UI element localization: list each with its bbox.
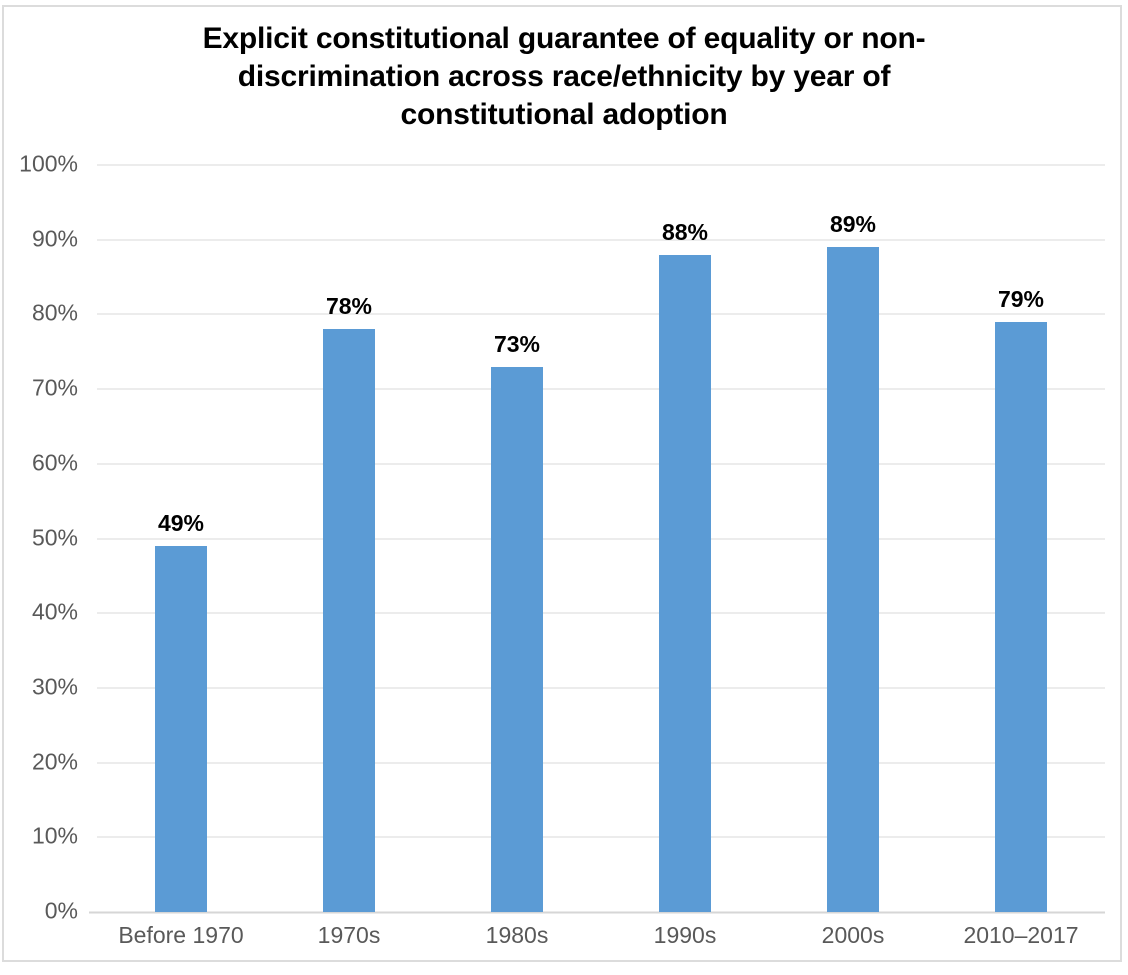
x-axis-labels: Before 1970 1970s 1980s 1990s 2000s 2010–2017 (97, 922, 1105, 954)
bar (827, 247, 879, 912)
y-tick-label: 70% (31, 374, 78, 401)
y-tick-label: 50% (31, 523, 78, 550)
y-axis-labels: 100% 90% 80% 70% 60% 50% 40% 30% 20% 10% 0% (0, 150, 82, 923)
bar-slot: 73% (433, 165, 601, 912)
bar-value-label: 73% (493, 330, 541, 357)
y-tick-label: 90% (31, 225, 78, 252)
bar (995, 321, 1047, 912)
bar-value-label: 89% (829, 211, 877, 238)
gridline (97, 164, 1105, 166)
bar-value-label: 49% (157, 509, 205, 536)
y-tick-label: 20% (31, 748, 78, 775)
x-tick-label: 1990s (653, 922, 717, 948)
bar (659, 254, 711, 912)
x-tick-label: Before 1970 (118, 922, 244, 948)
y-tick-label: 40% (31, 598, 78, 625)
y-tick-label: 10% (31, 822, 78, 849)
bar-slot: 79% (937, 165, 1105, 912)
bar (323, 329, 375, 912)
gridline (97, 463, 1105, 465)
chart-title: Explicit constitutional guarantee of equ… (202, 22, 926, 131)
gridline (97, 313, 1105, 315)
bar (491, 366, 543, 912)
bar-value-label: 88% (661, 218, 709, 245)
bar-slot: 89% (769, 165, 937, 912)
gridline (97, 612, 1105, 614)
bar-value-label: 79% (997, 285, 1045, 312)
gridline (97, 388, 1105, 390)
y-tick-label: 0% (44, 897, 78, 924)
bar (155, 545, 207, 912)
gridline (97, 687, 1105, 689)
bar-value-label: 78% (325, 293, 373, 320)
gridline (97, 239, 1105, 241)
bar-slot: 78% (265, 165, 433, 912)
x-tick-label: 2010–2017 (963, 922, 1079, 948)
gridline (97, 762, 1105, 764)
gridline (97, 836, 1105, 838)
y-tick-label: 30% (31, 673, 78, 700)
y-tick-label: 100% (19, 150, 78, 177)
x-tick-label: 2000s (821, 922, 885, 948)
bar-slot: 49% (97, 165, 265, 912)
plot-area: 49% 78% 73% 88% 89% 79% (89, 164, 1105, 914)
bar-slot: 88% (601, 165, 769, 912)
gridline (97, 538, 1105, 539)
y-tick-label: 60% (31, 449, 78, 476)
y-tick-label: 80% (31, 299, 78, 326)
x-axis-line (89, 911, 1105, 914)
x-tick-label: 1980s (485, 922, 549, 948)
x-tick-label: 1970s (317, 922, 381, 948)
